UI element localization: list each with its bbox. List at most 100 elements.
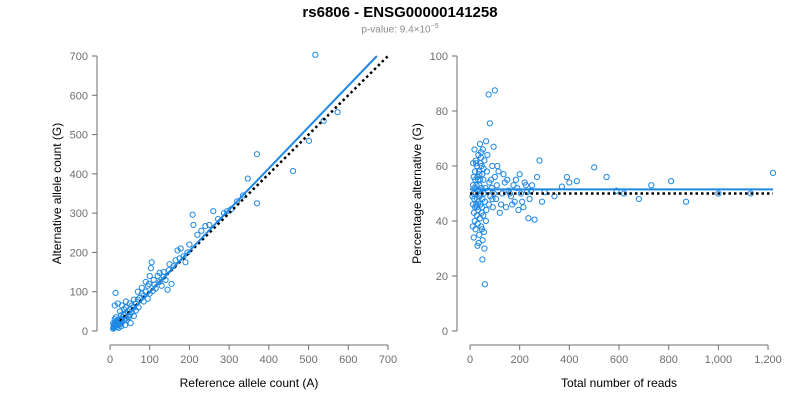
left-data-point: [177, 245, 184, 252]
left-data-point: [142, 278, 149, 285]
right-data-point: [668, 178, 675, 185]
right-data-point: [483, 206, 490, 214]
right-data-point: [506, 190, 513, 197]
right-y-tick-label: 100: [430, 51, 448, 63]
chart-title: rs6806 - ENSG00000141258: [302, 4, 498, 21]
right-data-point: [517, 190, 525, 197]
left-data-point: [210, 208, 217, 215]
right-data-point: [493, 182, 500, 189]
right-data-point: [469, 182, 477, 189]
right-data-point: [476, 140, 484, 148]
left-data-point: [189, 211, 196, 218]
right-y-tick-label: 60: [436, 161, 448, 173]
right-data-point: [492, 195, 500, 203]
left-data-point: [244, 175, 251, 182]
left-data-point: [126, 300, 133, 307]
right-data-point: [769, 169, 777, 176]
left-data-point: [160, 273, 167, 280]
right-y-tick-label: 0: [442, 326, 448, 338]
right-data-point: [519, 198, 526, 205]
right-x-tick-label: 1,200: [754, 354, 782, 366]
chart-subtitle: p-value: 9.4×10−5: [0, 23, 800, 35]
left-data-point: [144, 295, 151, 302]
left-y-tick-label: 0: [82, 326, 88, 338]
left-data-point: [156, 278, 163, 285]
right-x-tick-label: 600: [610, 354, 628, 366]
right-data-point: [476, 231, 483, 238]
right-data-point: [471, 146, 478, 153]
right-data-point: [715, 190, 722, 197]
right-data-point: [471, 168, 479, 175]
left-data-point: [130, 312, 137, 320]
left-data-point: [164, 286, 171, 293]
left-data-point: [334, 109, 341, 116]
left-data-point: [121, 322, 129, 329]
right-data-point: [486, 179, 493, 186]
right-data-point: [497, 201, 505, 208]
right-data-point: [471, 217, 478, 225]
right-data-point: [603, 173, 610, 181]
right-data-point: [490, 143, 497, 150]
right-data-point: [495, 168, 502, 175]
left-data-point: [253, 151, 261, 158]
right-data-point: [525, 215, 532, 222]
left-x-tick-label: 200: [180, 354, 198, 366]
right-data-point: [520, 204, 527, 211]
left-data-point: [154, 272, 161, 280]
right-data-point: [620, 190, 628, 197]
left-data-point: [127, 320, 134, 327]
right-data-point: [485, 91, 492, 98]
left-data-point: [289, 168, 297, 175]
right-data-point: [483, 138, 490, 145]
left-data-point: [182, 259, 189, 266]
right-data-point: [470, 209, 478, 216]
right-data-point: [484, 151, 491, 159]
right-data-point: [475, 168, 483, 175]
right-data-point: [469, 223, 476, 230]
right-data-point: [491, 87, 498, 94]
right-y-tick-label: 40: [436, 216, 448, 228]
left-data-point: [146, 272, 153, 280]
left-data-point: [198, 227, 205, 234]
right-x-tick-label: 800: [660, 354, 678, 366]
right-data-point: [563, 173, 570, 181]
pvalue-text: p-value: 9.4×10: [361, 24, 431, 36]
right-data-point: [475, 176, 482, 183]
left-data-point: [138, 284, 145, 291]
right-data-point: [477, 160, 484, 167]
right-data-point: [481, 245, 488, 252]
left-x-tick-label: 500: [299, 354, 317, 366]
left-x-tick-label: 400: [260, 354, 278, 366]
left-data-point: [111, 302, 118, 309]
left-data-point: [156, 269, 163, 276]
right-data-point: [502, 204, 510, 211]
right-data-point: [613, 187, 620, 194]
right-data-point: [489, 162, 496, 170]
right-data-point: [486, 120, 493, 127]
left-fit-line: [112, 55, 378, 331]
left-data-point: [130, 296, 137, 303]
right-data-point: [566, 179, 573, 186]
left-data-point: [162, 276, 169, 284]
left-data-point: [147, 265, 155, 272]
left-y-tick-label: 600: [70, 90, 88, 102]
right-data-point: [478, 226, 486, 233]
right-y-tick-label: 80: [436, 106, 448, 118]
right-data-point: [501, 179, 508, 186]
right-data-point: [473, 160, 480, 167]
right-data-point: [747, 190, 754, 197]
right-y-axis-title: Percentage alternative (G): [410, 123, 424, 264]
left-y-tick-label: 400: [70, 169, 88, 181]
right-data-point: [536, 157, 543, 164]
right-data-point: [480, 165, 487, 172]
right-data-point: [478, 149, 485, 156]
left-data-point: [194, 231, 201, 238]
right-data-point: [533, 173, 541, 181]
right-data-point: [635, 195, 642, 203]
left-data-point: [166, 261, 173, 268]
left-y-tick-label: 700: [70, 51, 88, 63]
right-data-point: [476, 182, 483, 189]
right-x-tick-label: 0: [467, 354, 473, 366]
right-data-point: [478, 209, 485, 216]
